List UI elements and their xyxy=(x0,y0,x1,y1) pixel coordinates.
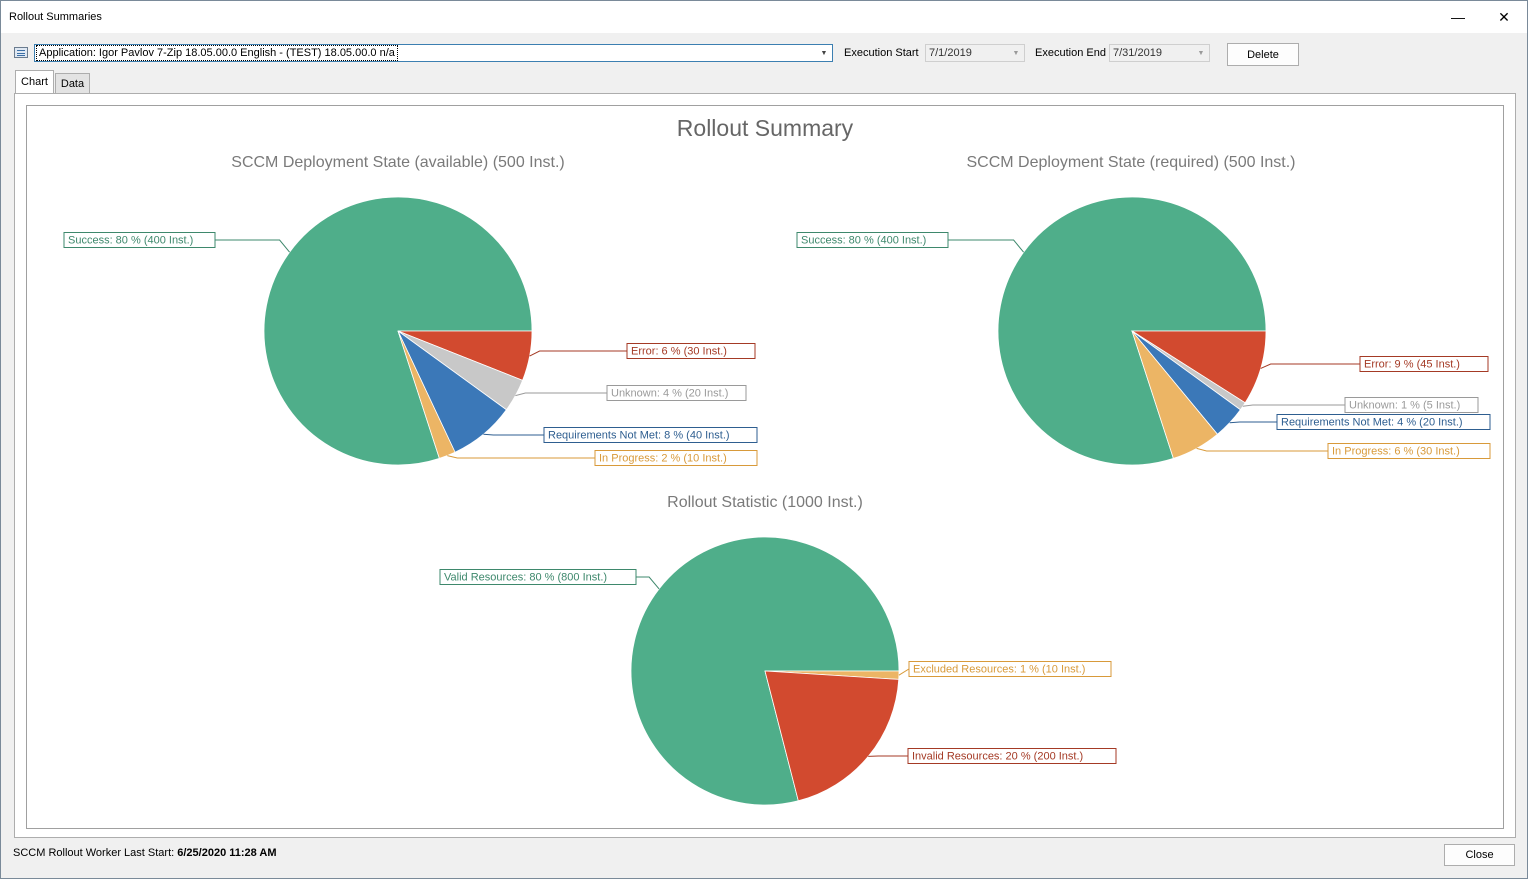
data-label-box xyxy=(543,427,758,443)
data-label: Valid Resources: 80 % (800 Inst.) xyxy=(444,572,607,584)
close-button[interactable]: Close xyxy=(1444,844,1515,866)
data-label-box xyxy=(1327,443,1491,459)
application-select-value: Application: Igor Pavlov 7-Zip 18.05.00.… xyxy=(36,45,398,61)
application-icon xyxy=(14,47,28,58)
data-label-box xyxy=(626,343,756,359)
data-label-box xyxy=(439,569,637,585)
execution-start-picker[interactable]: 7/1/2019 ▼ xyxy=(925,44,1025,62)
data-label: Unknown: 1 % (5 Inst.) xyxy=(1349,400,1460,412)
label-connector xyxy=(636,576,660,590)
execution-start-label: Execution Start xyxy=(844,47,919,59)
minimize-button[interactable]: — xyxy=(1451,9,1465,25)
data-label: Unknown: 4 % (20 Inst.) xyxy=(611,388,728,400)
chart-main-title: Rollout Summary xyxy=(677,115,854,141)
data-label: Invalid Resources: 20 % (200 Inst.) xyxy=(912,751,1083,763)
data-label: In Progress: 2 % (10 Inst.) xyxy=(599,453,727,465)
data-label-box xyxy=(1344,397,1479,413)
pie-title: Rollout Statistic (1000 Inst.) xyxy=(667,494,863,511)
pie-title: SCCM Deployment State (available) (500 I… xyxy=(231,154,564,171)
label-connector xyxy=(948,239,1024,253)
execution-end-picker[interactable]: 7/31/2019 ▼ xyxy=(1109,44,1210,62)
label-connector xyxy=(515,392,607,397)
data-label-box xyxy=(594,450,758,466)
chart-tab-panel: Rollout Summary SCCM Deployment State (av… xyxy=(14,93,1516,838)
window-title: Rollout Summaries xyxy=(9,11,102,23)
label-connector xyxy=(1260,363,1360,369)
pie-chart-2: SCCM Deployment State (required) (500 In… xyxy=(796,154,1491,466)
data-label: Requirements Not Met: 4 % (20 Inst.) xyxy=(1281,417,1463,429)
chevron-down-icon[interactable]: ▼ xyxy=(1012,49,1020,57)
toolbar: Application: Igor Pavlov 7-Zip 18.05.00.… xyxy=(1,43,1527,67)
label-connector xyxy=(898,668,910,676)
tab-chart[interactable]: Chart xyxy=(15,70,54,93)
data-label-box xyxy=(1276,414,1491,430)
delete-button[interactable]: Delete xyxy=(1227,43,1299,66)
pie-slice-in-progress xyxy=(1131,330,1218,459)
worker-last-start-label: SCCM Rollout Worker Last Start: xyxy=(13,847,175,859)
tab-data[interactable]: Data xyxy=(55,73,90,93)
application-select[interactable]: Application: Igor Pavlov 7-Zip 18.05.00.… xyxy=(34,44,833,62)
close-window-button[interactable]: ✕ xyxy=(1498,8,1510,25)
data-label: Error: 6 % (30 Inst.) xyxy=(631,346,727,358)
data-label: Success: 80 % (400 Inst.) xyxy=(801,235,926,247)
label-connector xyxy=(483,433,544,436)
label-connector xyxy=(215,239,290,253)
chevron-down-icon[interactable]: ▼ xyxy=(1197,49,1205,57)
label-connector xyxy=(529,350,627,357)
pie-charts-svg: Rollout Summary SCCM Deployment State (av… xyxy=(63,115,1491,806)
pie-chart-1: SCCM Deployment State (available) (500 I… xyxy=(63,154,758,466)
label-connector xyxy=(447,455,595,459)
data-label: Error: 9 % (45 Inst.) xyxy=(1364,359,1460,371)
data-label-box xyxy=(907,748,1117,764)
status-bar: SCCM Rollout Worker Last Start: 6/25/202… xyxy=(13,847,277,859)
pie-chart-3: Rollout Statistic (1000 Inst.) Valid Reso… xyxy=(439,494,1117,806)
data-label-box xyxy=(606,385,747,401)
data-label: Success: 80 % (400 Inst.) xyxy=(68,235,193,247)
pie-title: SCCM Deployment State (required) (500 In… xyxy=(966,154,1295,171)
worker-last-start-value: 6/25/2020 11:28 AM xyxy=(177,847,277,859)
title-bar: Rollout Summaries — ✕ xyxy=(1,1,1527,33)
label-connector xyxy=(1242,404,1345,407)
label-connector xyxy=(1196,447,1328,452)
execution-end-value: 7/31/2019 xyxy=(1113,47,1162,59)
data-label: In Progress: 6 % (30 Inst.) xyxy=(1332,446,1460,458)
data-label-box xyxy=(63,232,216,248)
data-label-box xyxy=(908,661,1112,677)
execution-end-label: Execution End xyxy=(1035,47,1106,59)
data-label: Requirements Not Met: 8 % (40 Inst.) xyxy=(548,430,730,442)
chart-area: Rollout Summary SCCM Deployment State (av… xyxy=(26,105,1504,829)
data-label-box xyxy=(1359,356,1489,372)
data-label-box xyxy=(796,232,949,248)
chevron-down-icon[interactable]: ▼ xyxy=(820,49,828,57)
label-connector xyxy=(1229,421,1277,424)
data-label: Excluded Resources: 1 % (10 Inst.) xyxy=(913,664,1085,676)
execution-start-value: 7/1/2019 xyxy=(929,47,972,59)
